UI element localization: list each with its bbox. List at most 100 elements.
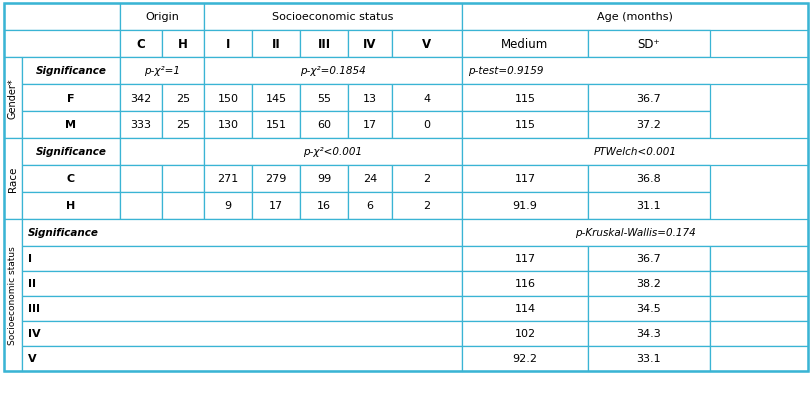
Text: Significance: Significance	[28, 228, 99, 238]
Text: 34.3: 34.3	[636, 329, 661, 339]
Text: 2: 2	[423, 201, 430, 211]
Text: V: V	[422, 38, 431, 51]
Text: Socioeconomic status: Socioeconomic status	[8, 246, 18, 344]
Bar	[22, 321, 461, 346]
Bar	[392, 85, 461, 112]
Bar	[461, 58, 807, 85]
Bar	[392, 166, 461, 192]
Bar	[587, 112, 709, 139]
Bar	[299, 85, 348, 112]
Bar	[162, 112, 204, 139]
Bar	[4, 58, 22, 139]
Bar	[22, 296, 461, 321]
Bar	[348, 31, 392, 58]
Bar	[587, 321, 709, 346]
Text: 271: 271	[217, 174, 238, 184]
Bar	[392, 31, 461, 58]
Bar	[162, 31, 204, 58]
Bar	[461, 346, 587, 371]
Text: Medium: Medium	[500, 38, 548, 51]
Bar	[299, 112, 348, 139]
Bar	[4, 31, 120, 58]
Text: 17: 17	[363, 120, 376, 130]
Text: 114: 114	[514, 304, 535, 314]
Bar	[299, 31, 348, 58]
Bar	[709, 271, 807, 296]
Bar	[299, 166, 348, 192]
Text: Significance: Significance	[36, 147, 106, 157]
Bar	[4, 4, 120, 31]
Bar	[204, 4, 461, 31]
Bar	[120, 166, 162, 192]
Bar	[348, 192, 392, 219]
Bar	[120, 112, 162, 139]
Bar	[461, 112, 587, 139]
Text: 55: 55	[316, 93, 331, 103]
Bar	[22, 166, 120, 192]
Text: III: III	[28, 304, 40, 314]
Bar	[204, 58, 461, 85]
Bar	[251, 166, 299, 192]
Text: 117: 117	[514, 174, 535, 184]
Bar	[204, 85, 251, 112]
Text: II: II	[28, 279, 36, 289]
Bar	[204, 166, 251, 192]
Bar	[461, 31, 587, 58]
Bar	[461, 192, 587, 219]
Bar	[120, 58, 204, 85]
Text: 151: 151	[265, 120, 286, 130]
Text: 4: 4	[423, 93, 430, 103]
Bar	[162, 85, 204, 112]
Text: 36.8: 36.8	[636, 174, 661, 184]
Text: Origin: Origin	[145, 12, 178, 22]
Bar	[587, 296, 709, 321]
Text: 279: 279	[265, 174, 286, 184]
Text: I: I	[28, 254, 32, 264]
Text: F: F	[67, 93, 75, 103]
Bar	[251, 112, 299, 139]
Text: H: H	[178, 38, 187, 51]
Bar	[22, 58, 120, 85]
Bar	[22, 271, 461, 296]
Text: Race: Race	[8, 166, 18, 192]
Bar	[392, 112, 461, 139]
Text: Age (months): Age (months)	[596, 12, 672, 22]
Text: 150: 150	[217, 93, 238, 103]
Bar	[162, 192, 204, 219]
Text: 36.7: 36.7	[636, 254, 661, 264]
Bar	[709, 296, 807, 321]
Text: p-test=0.9159: p-test=0.9159	[467, 66, 543, 76]
Text: IV: IV	[363, 38, 376, 51]
Text: 115: 115	[514, 93, 534, 103]
Bar	[587, 271, 709, 296]
Bar	[22, 192, 120, 219]
Text: 31.1: 31.1	[636, 201, 660, 211]
Bar	[120, 4, 204, 31]
Text: p-χ²<0.001: p-χ²<0.001	[303, 147, 363, 157]
Bar	[461, 85, 587, 112]
Text: Significance: Significance	[36, 66, 106, 76]
Text: 117: 117	[514, 254, 535, 264]
Bar	[392, 192, 461, 219]
Bar	[461, 246, 587, 271]
Bar	[587, 346, 709, 371]
Bar	[251, 31, 299, 58]
Bar	[461, 321, 587, 346]
Text: M: M	[66, 120, 76, 130]
Text: 6: 6	[366, 201, 373, 211]
Bar	[587, 31, 709, 58]
Text: C: C	[136, 38, 145, 51]
Bar	[348, 112, 392, 139]
Bar	[709, 246, 807, 271]
Text: 2: 2	[423, 174, 430, 184]
Text: IV: IV	[28, 329, 41, 339]
Bar	[22, 112, 120, 139]
Bar	[461, 271, 587, 296]
Text: 60: 60	[316, 120, 331, 130]
Text: 99: 99	[316, 174, 331, 184]
Bar	[709, 321, 807, 346]
Bar	[461, 4, 807, 31]
Bar	[120, 31, 162, 58]
Bar	[204, 192, 251, 219]
Bar	[120, 139, 204, 166]
